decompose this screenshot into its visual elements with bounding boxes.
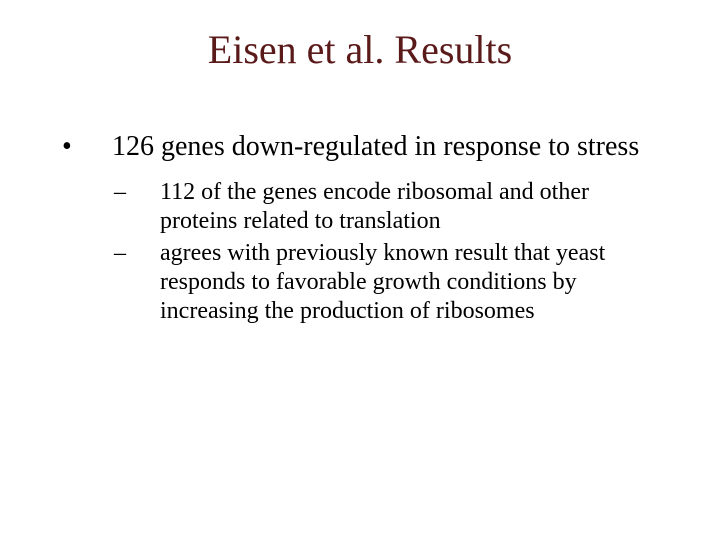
bullet-level2: – agrees with previously known result th… — [110, 239, 670, 327]
sub-bullets: – 112 of the genes encode ribosomal and … — [110, 178, 670, 326]
bullet-marker: • — [60, 130, 112, 164]
bullet-text: 126 genes down-regulated in response to … — [112, 130, 670, 164]
sub-bullet-text: agrees with previously known result that… — [160, 239, 670, 327]
bullet-level1: • 126 genes down-regulated in response t… — [60, 130, 670, 164]
dash-marker: – — [110, 239, 160, 327]
sub-bullet-text: 112 of the genes encode ribosomal and ot… — [160, 178, 670, 237]
bullet-level2: – 112 of the genes encode ribosomal and … — [110, 178, 670, 237]
dash-marker: – — [110, 178, 160, 237]
slide-title: Eisen et al. Results — [0, 26, 720, 73]
slide-body: • 126 genes down-regulated in response t… — [60, 130, 670, 328]
slide: Eisen et al. Results • 126 genes down-re… — [0, 0, 720, 540]
